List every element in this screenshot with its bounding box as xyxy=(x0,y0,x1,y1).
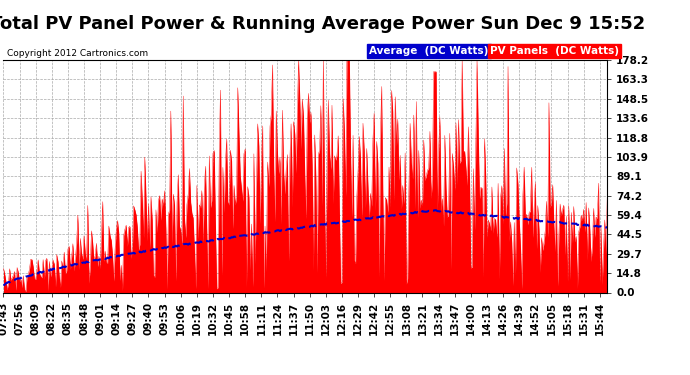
Text: Copyright 2012 Cartronics.com: Copyright 2012 Cartronics.com xyxy=(7,49,148,58)
Text: Average  (DC Watts): Average (DC Watts) xyxy=(369,46,489,56)
Text: Total PV Panel Power & Running Average Power Sun Dec 9 15:52: Total PV Panel Power & Running Average P… xyxy=(0,15,645,33)
Text: PV Panels  (DC Watts): PV Panels (DC Watts) xyxy=(490,46,619,56)
